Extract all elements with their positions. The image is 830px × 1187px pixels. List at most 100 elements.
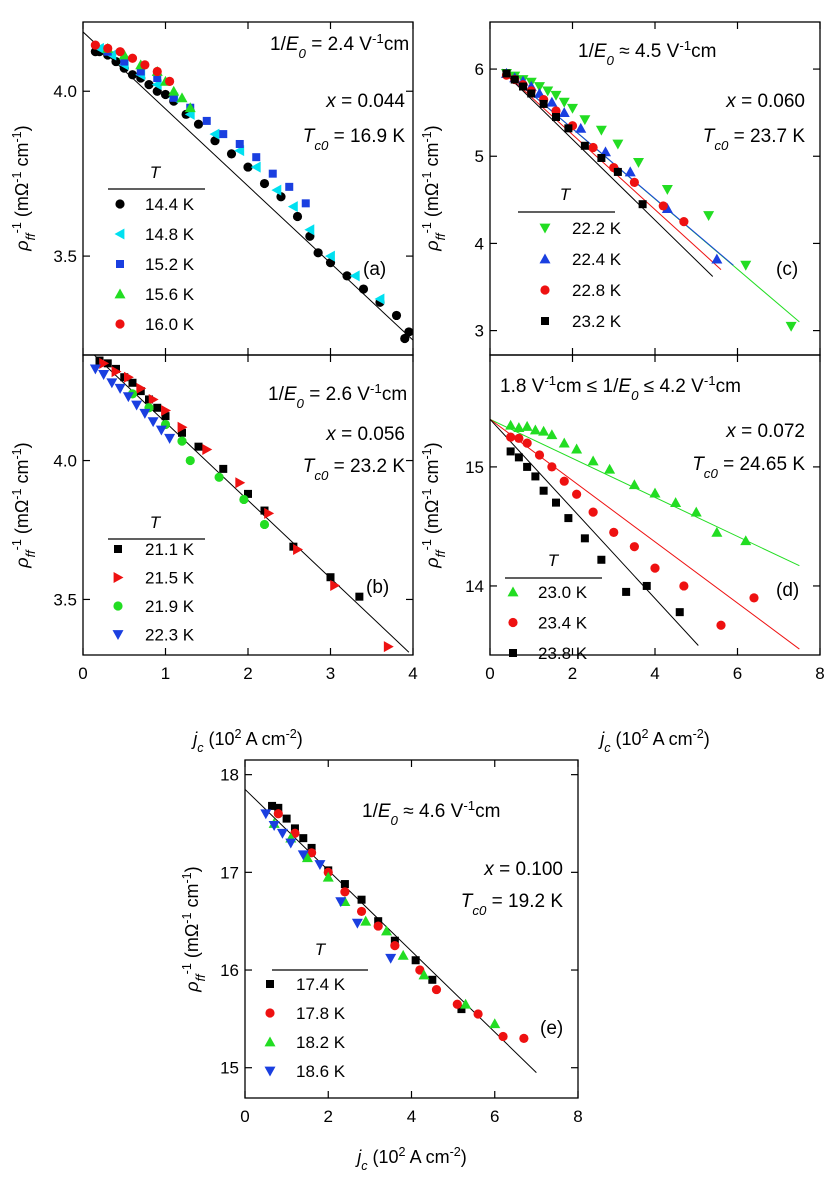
data-point [202,116,211,125]
legend-marker [539,223,551,234]
x-tick-label: 2 [324,1107,333,1126]
data-point [161,412,170,421]
text-part: ≈ 4.6 V [398,801,464,822]
text-part: -2 [693,727,704,741]
data-point [268,169,277,178]
data-point [304,224,315,236]
data-point [285,182,294,191]
text-part: ) [461,1147,467,1167]
x-tick-label: 0 [485,664,494,683]
panel-label: (c) [776,259,798,280]
data-point [613,167,622,176]
data-point [155,425,167,436]
text-part: -1 [544,373,556,388]
data-point [114,383,126,394]
text-part: = 2.6 V [304,384,370,405]
legend-label: 22.2 K [572,219,622,238]
data-point [314,860,326,871]
plot-area [89,355,410,653]
text-part: E [378,801,391,822]
text-part: (10 [368,1147,399,1167]
y-axis-label: ρff-1 (mΩ-1 cm-1) [420,125,448,251]
legend-label: 23.4 K [538,614,588,633]
data-point [214,472,224,482]
legend-label: 15.2 K [145,255,195,274]
data-point [529,424,541,435]
annotation: Tc0 = 19.2 K [461,891,564,918]
text-part: 2 [399,1145,406,1159]
text-part: T [703,126,716,147]
text-part: ) [297,729,303,749]
data-point [622,587,631,596]
text-part: cm [716,376,741,397]
annotation: Tc0 = 23.2 K [303,456,406,483]
x-axis-label: jc (102 A cm-2) [597,727,710,755]
data-point [374,917,383,926]
data-point [418,969,430,980]
text-part: = 23.7 K [728,126,805,147]
data-point [226,149,237,159]
text-part: -2 [286,727,297,741]
text-part: 0 [391,813,399,828]
y-tick-label: 17 [220,863,239,882]
legend-marker [509,649,517,657]
data-point [580,534,589,543]
text-part: cm [422,143,442,172]
text-part: x [725,421,737,442]
text-part: ρ [422,240,442,251]
x-tick-label: 4 [650,664,659,683]
data-point [351,918,363,929]
data-point [285,838,297,849]
data-point [148,393,159,405]
data-point [523,462,532,471]
text-part: 2 [642,727,649,741]
legend-label: 17.8 K [296,1004,346,1023]
data-point [513,422,525,433]
annotation: Tc0 = 23.7 K [703,126,806,153]
legend-marker [115,319,125,329]
x-tick-label: 6 [733,664,742,683]
data-point [580,141,589,150]
data-point [276,828,288,839]
text-part: -2 [450,1145,461,1159]
plot-area [83,31,413,344]
text-part: -1 [372,31,384,46]
text-part: cm [475,801,500,822]
data-point [152,66,162,77]
legend-marker [113,572,124,583]
text-part: -1 [420,131,434,142]
data-point [381,925,393,936]
text-part: cm ≤ 1/ [556,376,619,397]
data-point [564,124,573,133]
axes-frame [82,354,414,656]
text-part: -1 [463,798,475,813]
data-point [120,57,129,66]
text-part: T [692,454,705,475]
legend-marker [265,1008,275,1018]
data-point [268,821,280,831]
text-part: 1/ [270,34,287,55]
text-part: 1/ [268,384,285,405]
text-part: -1 [10,172,24,183]
text-part: -1 [10,131,24,142]
fit-line [83,31,413,341]
data-point [473,1009,483,1019]
text-part: E [618,376,631,397]
data-point [293,543,303,555]
data-point [670,497,682,508]
data-point [431,984,442,995]
data-point [184,102,196,113]
data-point [404,327,413,337]
text-part: -1 [420,489,434,500]
data-point [244,489,252,498]
data-point [235,477,246,489]
text-part: x [483,859,495,880]
legend-label: 14.4 K [145,195,195,214]
data-point [176,92,188,103]
annotation: 1/E0 ≈ 4.6 V-1cm [362,798,500,828]
y-tick-label: 16 [220,961,239,980]
data-point [558,97,570,108]
data-point [597,153,606,162]
annotation: x = 0.100 [483,859,563,880]
